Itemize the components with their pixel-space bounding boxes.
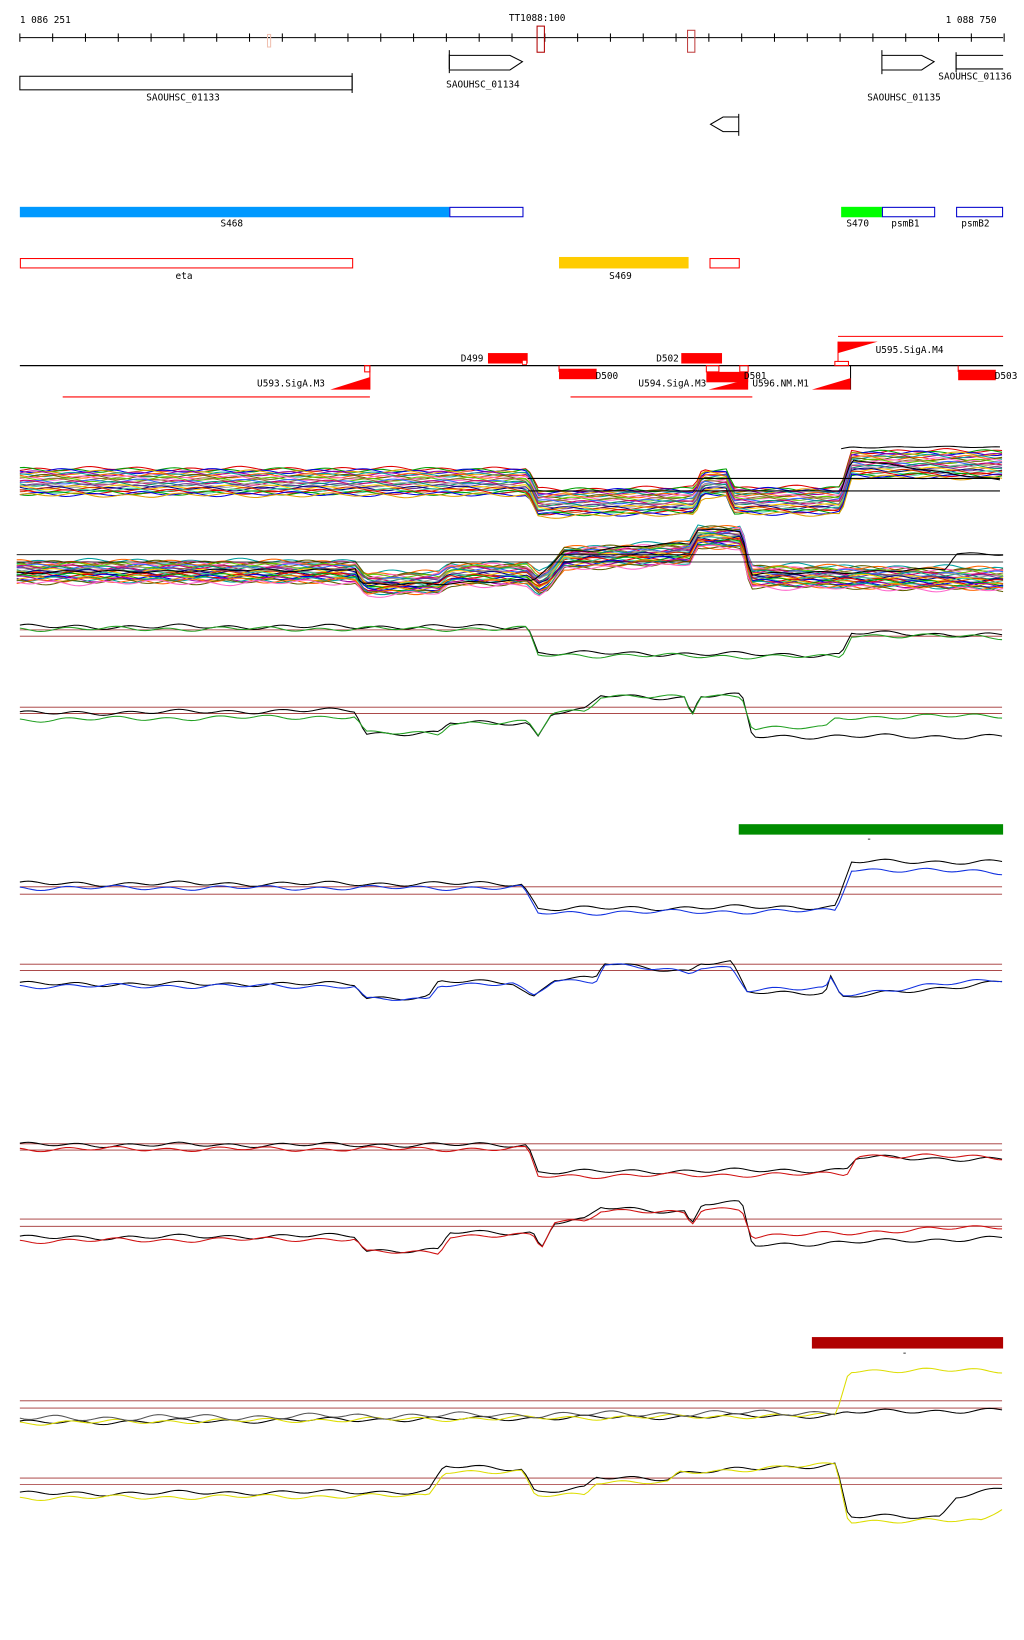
ruler-marker-label: TT1088:100: [509, 13, 566, 24]
terminator-D501[interactable]: D501: [705, 365, 767, 383]
gene-SAOUHSC_01135[interactable]: SAOUHSC_01135: [867, 50, 941, 103]
profile-line-black: [19, 692, 1003, 740]
profile-line: [16, 539, 1004, 592]
profile-line-colored: [19, 625, 1003, 660]
profile-line: [840, 459, 1001, 491]
profile-line: [16, 528, 1004, 580]
feature-minus-outline[interactable]: [709, 258, 740, 269]
feature-S469[interactable]: [559, 256, 689, 269]
label: U593.SigA.M3: [257, 378, 325, 389]
marker-box-3: [266, 33, 272, 48]
feature-label: S470: [846, 219, 869, 230]
promoter-U593[interactable]: U593.SigA.M3: [62, 365, 371, 398]
profile-line: [19, 456, 1003, 500]
promoter-track: D499 D502 D500 D501 D503 U593.SigA.M: [19, 335, 1018, 398]
promoter-U595[interactable]: U595.SigA.M4: [834, 335, 1004, 367]
profile-line-black: [19, 960, 1003, 1001]
profile-line: [19, 453, 1003, 498]
profile-line-black: [19, 1407, 1003, 1426]
profile-line-black: [19, 858, 1003, 912]
label: D501: [744, 371, 767, 382]
gene-label: SAOUHSC_01133: [146, 92, 220, 103]
terminator-D500[interactable]: D500: [558, 365, 619, 383]
feature-label: psmB2: [961, 219, 989, 230]
profile-line: [19, 464, 1003, 508]
profile-line: [16, 536, 1004, 589]
terminator-D499[interactable]: D499: [461, 353, 528, 365]
profile-line-black: [19, 623, 1003, 658]
profile-line-colored: [19, 694, 1003, 737]
profile-line: [19, 460, 1003, 505]
gene-SAOUHSC_01136[interactable]: SAOUHSC_01136: [938, 52, 1012, 82]
feature-label: S469: [609, 271, 632, 282]
gene-minus-strand-arrow[interactable]: [709, 113, 740, 136]
gene-label: SAOUHSC_01135: [867, 92, 941, 103]
profile-line-colored: [19, 1367, 1003, 1426]
label: D500: [596, 371, 619, 382]
profile-line: [16, 528, 1004, 586]
profile-line-colored: [19, 867, 1003, 916]
profile-line-colored: [19, 963, 1003, 1001]
label: D502: [656, 353, 679, 364]
profile-line: [19, 1409, 835, 1422]
ruler-end-label: 1 088 750: [946, 15, 997, 26]
coordinate-ruler: 1 086 251 TT1088:100 1 088 750: [19, 13, 1005, 53]
label: U596.NM.M1: [752, 378, 809, 389]
condition-bar-green[interactable]: [738, 824, 1004, 835]
profile-line-black: [19, 1462, 1003, 1519]
feature-track-minus: eta S469: [19, 256, 740, 282]
label: D503: [995, 371, 1018, 382]
profile-line-colored: [19, 1462, 1003, 1524]
feature-S470[interactable]: [841, 206, 882, 218]
terminator-D502[interactable]: D502: [656, 353, 723, 364]
gene-label: SAOUHSC_01134: [446, 80, 520, 91]
profile-line: [19, 450, 1003, 495]
profile-line: [16, 537, 1004, 592]
gene-SAOUHSC_01134[interactable]: SAOUHSC_01134: [446, 50, 524, 91]
profile-line: [16, 532, 1004, 585]
feature-psmB2[interactable]: [956, 206, 1004, 218]
gene-track: SAOUHSC_01133 SAOUHSC_01134 SAOUHSC_0113…: [19, 50, 1012, 136]
ruler-start-label: 1 086 251: [20, 15, 71, 26]
profile-line: [19, 466, 1003, 511]
marker-box[interactable]: [536, 25, 545, 53]
profile-line-black: [19, 1141, 1003, 1175]
feature-S468-outline[interactable]: [449, 206, 524, 218]
label: U595.SigA.M4: [876, 345, 944, 356]
gene-SAOUHSC_01133[interactable]: SAOUHSC_01133: [19, 73, 353, 103]
condition-bar-label: -: [902, 1348, 908, 1359]
gene-label: SAOUHSC_01136: [938, 71, 1012, 82]
profile-line: [16, 544, 1004, 598]
feature-label: psmB1: [891, 219, 920, 230]
profile-line: [19, 458, 1003, 503]
label: D499: [461, 353, 484, 364]
profile-line: [841, 445, 1000, 450]
promoter-U596[interactable]: U596.NM.M1: [752, 365, 852, 390]
condition-bar-label: -: [866, 834, 872, 845]
profile-line-colored: [19, 1207, 1003, 1255]
feature-label: eta: [176, 271, 193, 282]
feature-label: S468: [220, 219, 243, 230]
profile-line: [19, 474, 1003, 519]
feature-S468[interactable]: [19, 206, 450, 218]
profile-line-colored: [19, 1145, 1003, 1180]
terminator-D503[interactable]: D503: [957, 365, 1018, 383]
expression-profiles: [16, 445, 1004, 1524]
marker-box-2[interactable]: [687, 29, 696, 53]
condition-bar-red[interactable]: [811, 1337, 1004, 1349]
feature-eta[interactable]: [19, 258, 354, 269]
label: U594.SigA.M3: [638, 378, 706, 389]
feature-psmB1[interactable]: [881, 206, 936, 218]
feature-track-plus: S468 S470 psmB1 psmB2: [19, 206, 1004, 230]
